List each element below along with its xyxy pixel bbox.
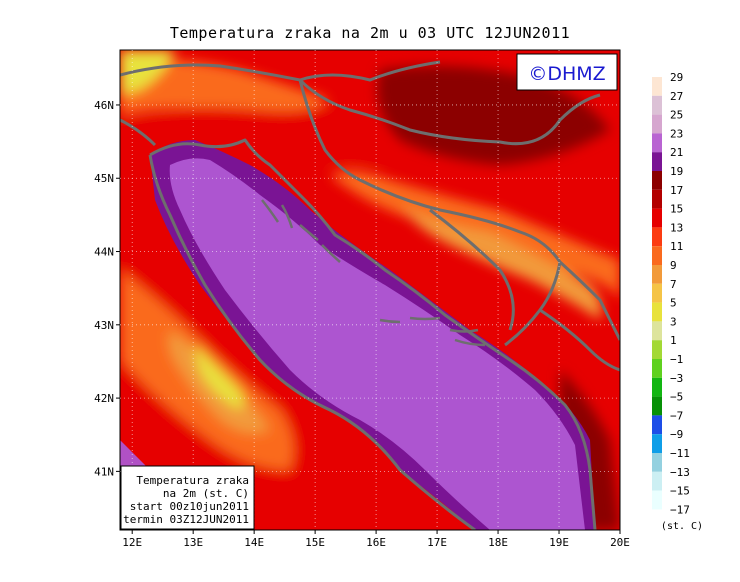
info-line: na 2m (st. C) — [163, 487, 249, 500]
legend-label: 13 — [670, 221, 683, 234]
hot-zone-pannonia — [377, 66, 610, 165]
legend-swatch — [652, 114, 662, 134]
map-title: Temperatura zraka na 2m u 03 UTC 12JUN20… — [169, 24, 571, 42]
lon-label: 12E — [122, 536, 142, 549]
lon-label: 15E — [305, 536, 325, 549]
temperature-field — [120, 50, 620, 530]
legend-swatch — [652, 283, 662, 303]
lat-label: 45N — [94, 172, 114, 185]
lat-label: 44N — [94, 246, 114, 259]
warm-zone-north — [120, 99, 387, 165]
legend-swatch — [652, 227, 662, 247]
logo-text: ©DHMZ — [528, 63, 605, 85]
lon-label: 17E — [427, 536, 447, 549]
legend-swatch — [652, 453, 662, 472]
lat-label: 46N — [94, 99, 114, 112]
mild-zone-alps — [120, 58, 330, 115]
legend-label: 21 — [670, 146, 683, 159]
info-line: termin 03Z12JUN2011 — [123, 513, 249, 526]
legend-swatch — [652, 434, 662, 453]
legend-label: 19 — [670, 165, 683, 178]
legend-swatch — [652, 77, 662, 96]
lon-label: 20E — [610, 536, 630, 549]
map-axes: 12E 13E 14E 15E 16E 17E 18E 19E 20E 41N 42N 43N 44N 4… — [94, 99, 630, 549]
legend-swatch — [652, 171, 662, 190]
lat-label: 42N — [94, 392, 114, 405]
legend-swatch — [652, 133, 662, 153]
legend-label: −9 — [670, 428, 683, 441]
cold-zone-alps — [120, 50, 175, 95]
legend-swatch — [652, 246, 662, 265]
info-line: Temperatura zraka — [136, 474, 249, 487]
legend-label: −15 — [670, 485, 690, 498]
legend-label: −13 — [670, 466, 690, 479]
legend-label: 23 — [670, 127, 683, 140]
lon-label: 14E — [244, 536, 264, 549]
map-frame — [119, 49, 621, 531]
legend-label: 17 — [670, 184, 683, 197]
lon-label: 13E — [183, 536, 203, 549]
coastlines — [120, 60, 620, 530]
legend-swatch — [652, 490, 662, 510]
adriatic-sea — [169, 158, 585, 530]
legend-swatch — [652, 152, 662, 171]
legend-label: 5 — [670, 297, 677, 310]
legend-label: 27 — [670, 90, 683, 103]
legend-swatch — [652, 321, 662, 341]
legend-swatch — [652, 415, 662, 435]
legend-label: −3 — [670, 372, 683, 385]
lat-label: 41N — [94, 465, 114, 478]
lon-label: 19E — [549, 536, 569, 549]
legend-swatch — [652, 377, 662, 397]
graticule — [120, 50, 620, 530]
legend-swatch — [652, 340, 662, 359]
legend-swatch — [652, 208, 662, 228]
legend-swatch — [652, 95, 662, 115]
cool-zone-inland — [400, 205, 602, 320]
color-legend: 29 27 25 23 21 19 17 15 13 11 9 7 5 3 1 −1 −3 −5 −7 −9 −11 −1… — [652, 71, 690, 516]
legend-swatch — [652, 359, 662, 378]
legend-label: 29 — [670, 71, 683, 84]
dhmz-logo: ©DHMZ — [516, 53, 618, 91]
legend-unit: (st. C) — [661, 521, 703, 532]
legend-swatch — [652, 265, 662, 284]
legend-label: 25 — [670, 109, 683, 122]
islands — [261, 199, 486, 347]
legend-swatch — [652, 471, 662, 491]
legend-label: 9 — [670, 259, 677, 272]
lat-label: 43N — [94, 319, 114, 332]
legend-label: 7 — [670, 278, 677, 291]
legend-label: 3 — [670, 315, 677, 328]
legend-label: −17 — [670, 503, 690, 516]
legend-label: 15 — [670, 203, 683, 216]
legend-label: −11 — [670, 447, 690, 460]
legend-label: 11 — [670, 240, 683, 253]
lon-label: 18E — [488, 536, 508, 549]
legend-label: −1 — [670, 353, 683, 366]
cold-zone-apennines — [195, 345, 244, 410]
legend-swatch — [652, 302, 662, 322]
legend-label: 1 — [670, 334, 677, 347]
legend-label: −7 — [670, 409, 683, 422]
lon-label: 16E — [366, 536, 386, 549]
legend-swatch — [652, 396, 662, 416]
mild-zone-inland — [330, 171, 620, 300]
info-line: start 00z10jun2011 — [130, 500, 249, 513]
legend-swatch — [652, 189, 662, 209]
legend-label: −5 — [670, 391, 683, 404]
